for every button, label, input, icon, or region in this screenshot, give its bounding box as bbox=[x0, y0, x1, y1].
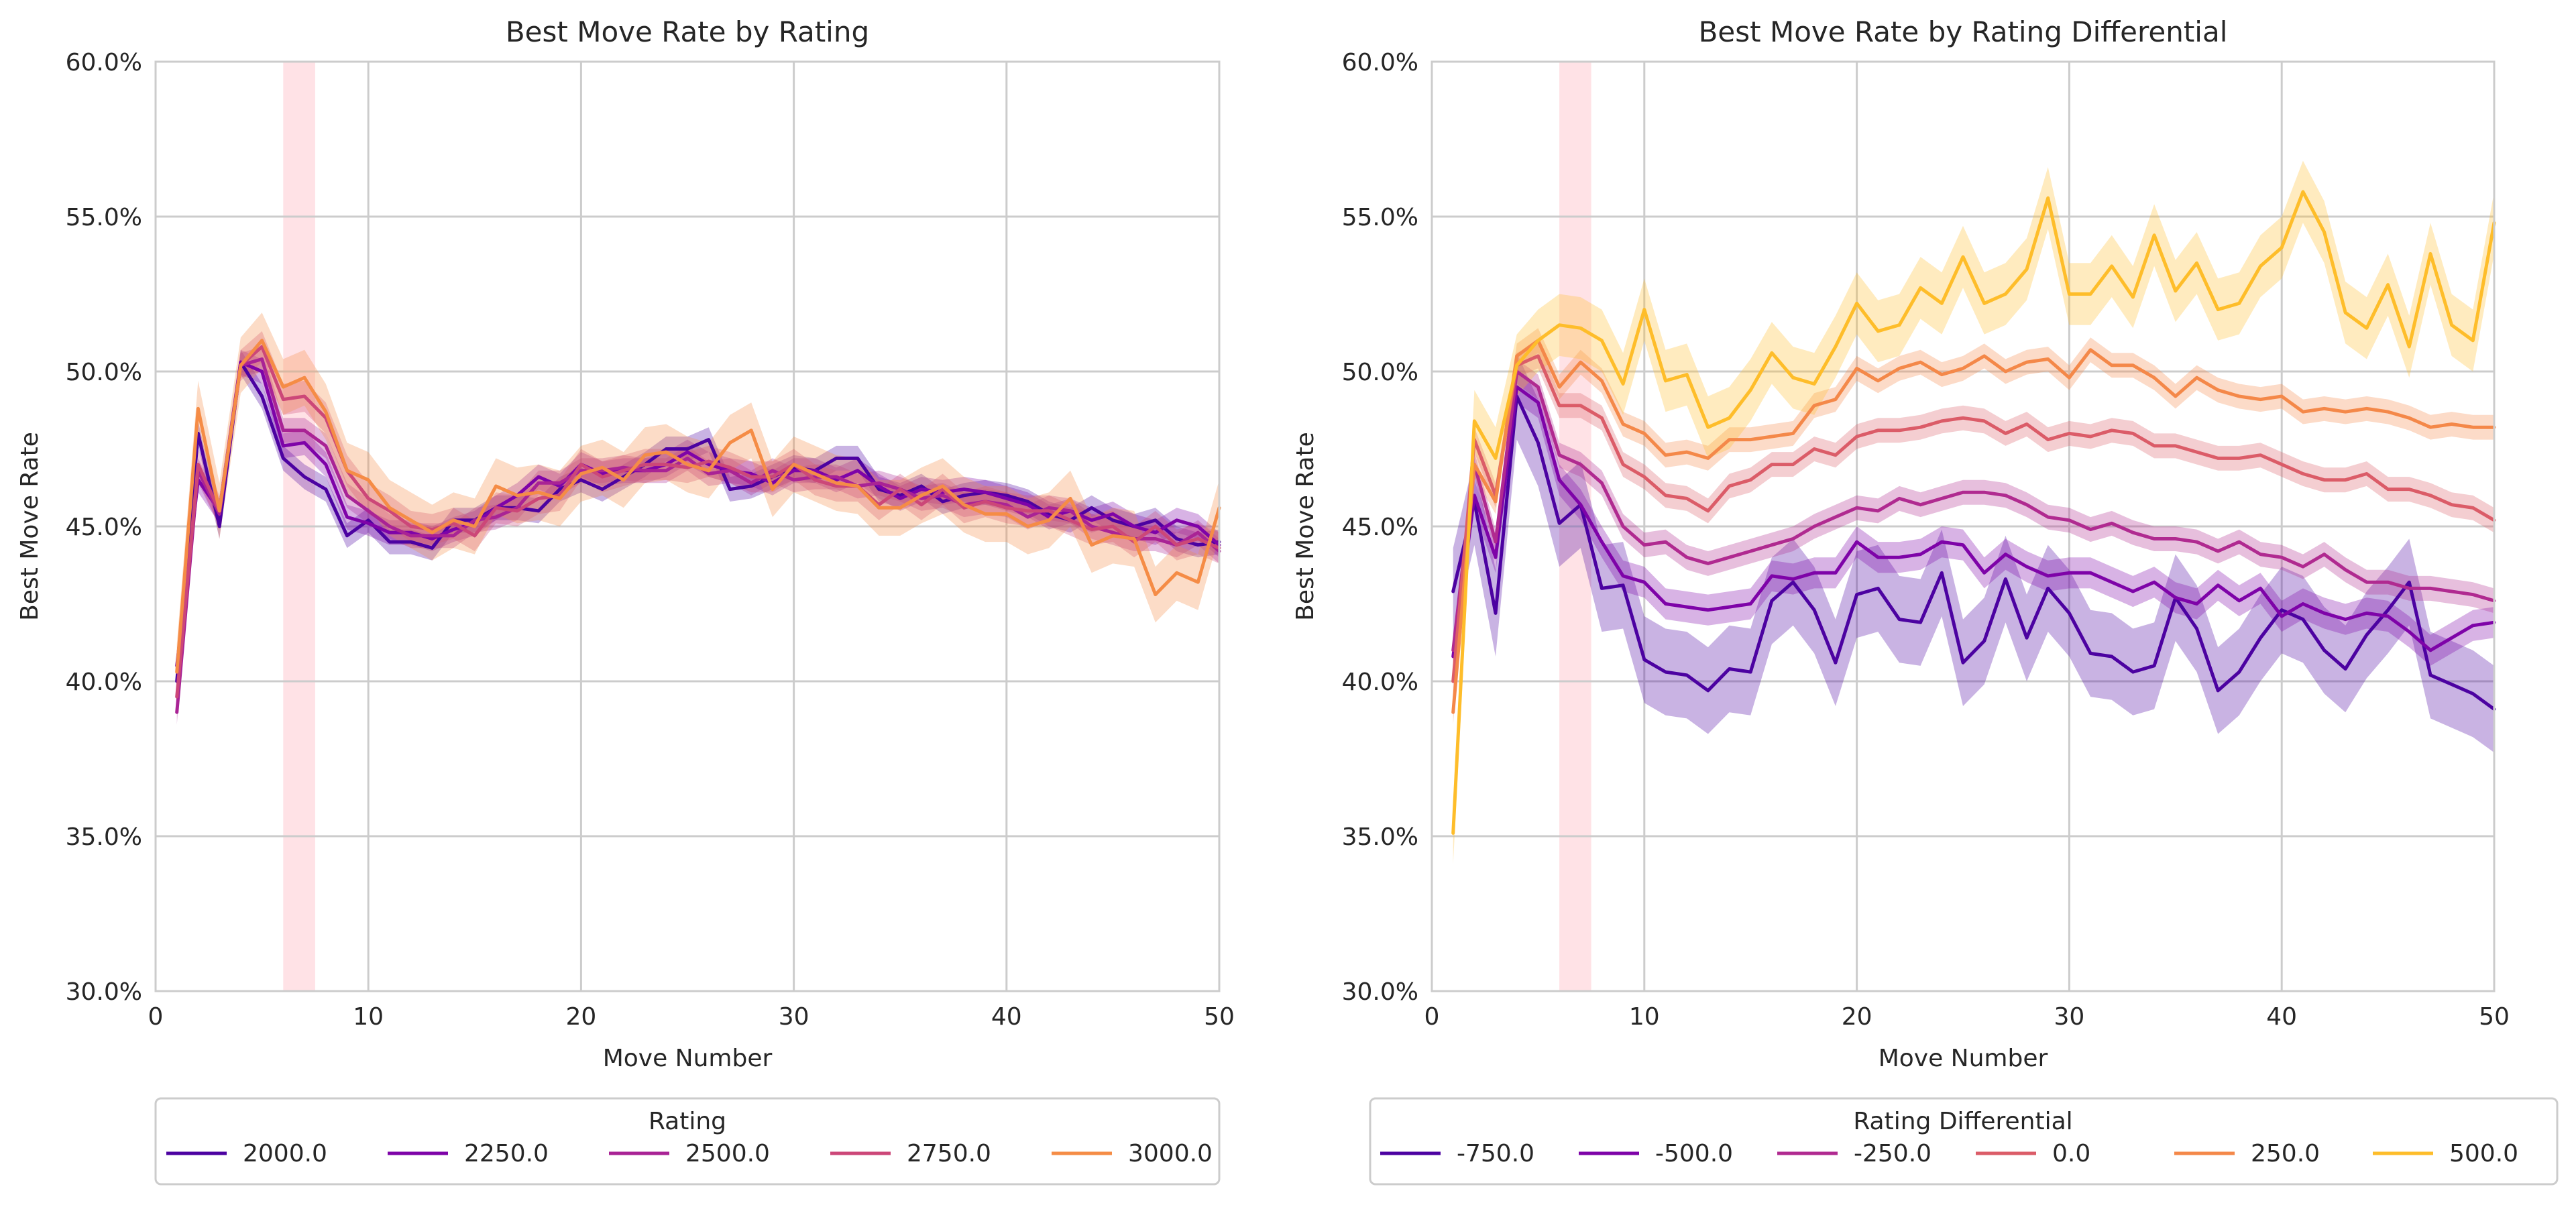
y-tick-label: 45.0% bbox=[66, 514, 142, 541]
legend-item: -500.0 bbox=[1579, 1140, 1733, 1167]
right-y-axis-label: Best Move Rate bbox=[1292, 432, 1319, 621]
legend-label: 2000.0 bbox=[243, 1140, 327, 1167]
legend-label: 2750.0 bbox=[907, 1140, 991, 1167]
x-tick-label: 10 bbox=[353, 1003, 384, 1031]
right-y-tick-labels: 30.0% 35.0% 40.0% 45.0% 50.0% 55.0% 60.0% bbox=[1342, 49, 1418, 1006]
y-tick-label: 55.0% bbox=[66, 204, 142, 231]
right-chart-title: Best Move Rate by Rating Differential bbox=[1699, 15, 2228, 48]
x-tick-label: 40 bbox=[991, 1003, 1022, 1031]
legend-label: 250.0 bbox=[2251, 1140, 2320, 1167]
left-legend: Rating 2000.0 2250.0 2500.0 2750.0 3000.0 bbox=[154, 1097, 1221, 1186]
left-legend-title: Rating bbox=[649, 1108, 726, 1135]
right-legend-items: -750.0 -500.0 -250.0 0.0 250.0 500.0 bbox=[1380, 1140, 2518, 1167]
x-tick-label: 50 bbox=[1204, 1003, 1235, 1031]
right-x-tick-labels: 0 10 20 30 40 50 bbox=[1424, 1003, 2510, 1031]
left-plot-border bbox=[154, 60, 1221, 992]
right-chart: 30.0% 35.0% 40.0% 45.0% 50.0% 55.0% 60.0% 0 10 2… bbox=[1292, 15, 2559, 1186]
y-tick-label: 55.0% bbox=[1342, 204, 1418, 231]
legend-item: 500.0 bbox=[2373, 1140, 2518, 1167]
x-tick-label: 20 bbox=[1842, 1003, 1872, 1031]
x-tick-label: 0 bbox=[1424, 1003, 1440, 1031]
left-legend-box bbox=[154, 1097, 1221, 1186]
right-x-axis-label: Move Number bbox=[1879, 1045, 2048, 1072]
left-series-lines bbox=[175, 339, 1221, 714]
confidence-band--750.0 bbox=[1453, 353, 2494, 753]
right-legend: Rating Differential -750.0 -500.0 -250.0 0.… bbox=[1369, 1097, 2559, 1186]
legend-item: -750.0 bbox=[1380, 1140, 1534, 1167]
left-chart: 30.0% 35.0% 40.0% 45.0% 50.0% 55.0% 60.0% 0 10 2… bbox=[16, 15, 1235, 1186]
y-tick-label: 60.0% bbox=[1342, 49, 1418, 76]
left-legend-items: 2000.0 2250.0 2500.0 2750.0 3000.0 bbox=[166, 1140, 1213, 1167]
left-chart-title: Best Move Rate by Rating bbox=[506, 15, 869, 48]
left-y-axis-label: Best Move Rate bbox=[16, 432, 44, 621]
legend-label: -250.0 bbox=[1854, 1140, 1931, 1167]
y-tick-label: 60.0% bbox=[66, 49, 142, 76]
series-line-500.0 bbox=[1451, 190, 2496, 835]
left-x-axis-label: Move Number bbox=[603, 1045, 773, 1072]
series-line-2250.0 bbox=[175, 360, 1221, 668]
confidence-band-500.0 bbox=[1453, 160, 2494, 864]
y-tick-label: 40.0% bbox=[1342, 669, 1418, 696]
legend-item: 2250.0 bbox=[388, 1140, 549, 1167]
legend-item: 3000.0 bbox=[1052, 1140, 1213, 1167]
x-tick-label: 30 bbox=[779, 1003, 809, 1031]
legend-label: 500.0 bbox=[2449, 1140, 2518, 1167]
legend-label: 3000.0 bbox=[1128, 1140, 1213, 1167]
right-legend-title: Rating Differential bbox=[1853, 1108, 2072, 1135]
y-tick-label: 30.0% bbox=[1342, 978, 1418, 1006]
right-plot-border bbox=[1431, 60, 2496, 992]
y-tick-label: 40.0% bbox=[66, 669, 142, 696]
x-tick-label: 10 bbox=[1629, 1003, 1660, 1031]
right-series-lines bbox=[1451, 190, 2496, 835]
legend-item: 2750.0 bbox=[830, 1140, 991, 1167]
series-line-3000.0 bbox=[175, 339, 1221, 674]
series-line--500.0 bbox=[1451, 385, 2496, 658]
legend-item: -250.0 bbox=[1777, 1140, 1931, 1167]
legend-item: 0.0 bbox=[1976, 1140, 2090, 1167]
legend-label: 2500.0 bbox=[685, 1140, 770, 1167]
x-tick-label: 30 bbox=[2054, 1003, 2084, 1031]
right-legend-box bbox=[1369, 1097, 2559, 1186]
x-tick-label: 20 bbox=[565, 1003, 596, 1031]
series-line-250.0 bbox=[1451, 339, 2496, 714]
series-line--750.0 bbox=[1451, 394, 2496, 711]
series-line-0.0 bbox=[1451, 354, 2496, 683]
y-tick-label: 35.0% bbox=[66, 823, 142, 851]
y-tick-label: 50.0% bbox=[1342, 359, 1418, 386]
legend-label: -500.0 bbox=[1655, 1140, 1733, 1167]
x-tick-label: 0 bbox=[148, 1003, 164, 1031]
legend-item: 2500.0 bbox=[609, 1140, 770, 1167]
left-y-tick-labels: 30.0% 35.0% 40.0% 45.0% 50.0% 55.0% 60.0% bbox=[66, 49, 142, 1006]
y-tick-label: 50.0% bbox=[66, 359, 142, 386]
x-tick-label: 40 bbox=[2266, 1003, 2297, 1031]
y-tick-label: 35.0% bbox=[1342, 823, 1418, 851]
legend-item: 250.0 bbox=[2174, 1140, 2320, 1167]
x-tick-label: 50 bbox=[2479, 1003, 2510, 1031]
legend-label: -750.0 bbox=[1457, 1140, 1534, 1167]
confidence-band-0.0 bbox=[1453, 343, 2494, 694]
legend-label: 0.0 bbox=[2052, 1140, 2090, 1167]
y-tick-label: 45.0% bbox=[1342, 514, 1418, 541]
series-line-2750.0 bbox=[175, 345, 1221, 699]
y-tick-label: 30.0% bbox=[66, 978, 142, 1006]
legend-item: 2000.0 bbox=[166, 1140, 327, 1167]
left-x-tick-labels: 0 10 20 30 40 50 bbox=[148, 1003, 1235, 1031]
series-line--250.0 bbox=[1451, 369, 2496, 652]
legend-label: 2250.0 bbox=[464, 1140, 549, 1167]
